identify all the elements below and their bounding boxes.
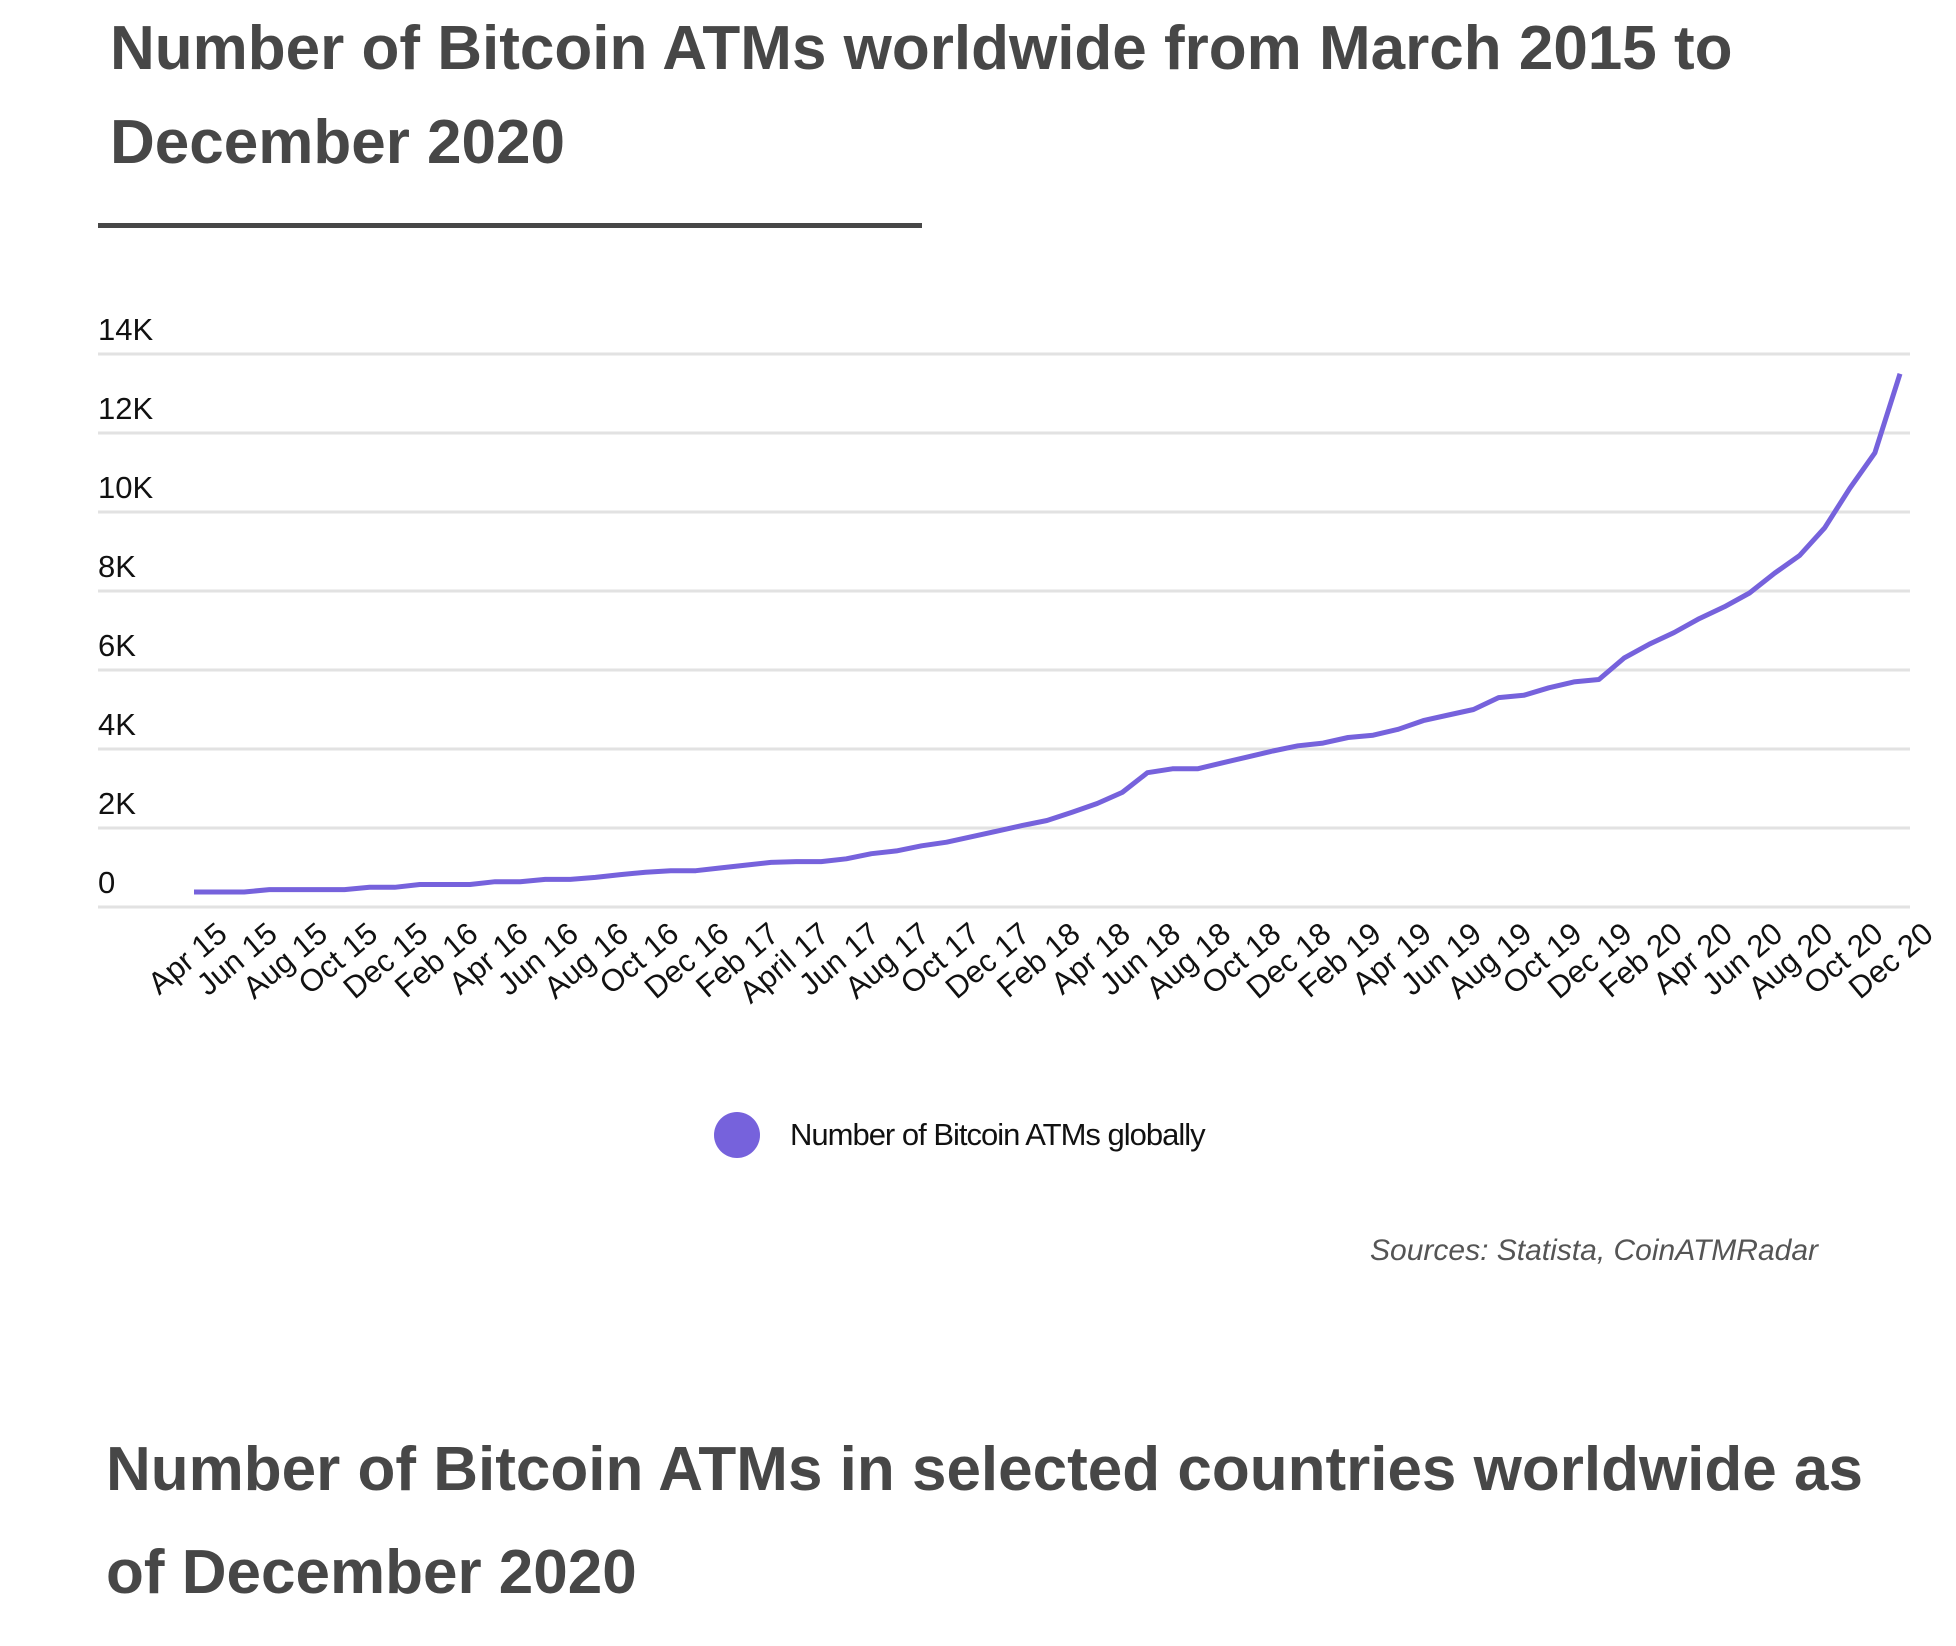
y-tick-label: 8K xyxy=(98,549,136,584)
y-tick-label: 4K xyxy=(98,707,136,742)
y-tick-label: 10K xyxy=(98,470,153,505)
legend[interactable]: Number of Bitcoin ATMs globally xyxy=(714,1112,1206,1158)
y-tick-label: 6K xyxy=(98,628,136,663)
y-tick-label: 0 xyxy=(98,865,115,900)
legend-label: Number of Bitcoin ATMs globally xyxy=(790,1117,1206,1152)
title-divider xyxy=(98,223,922,228)
y-tick-label: 2K xyxy=(98,786,136,821)
y-tick-label: 12K xyxy=(98,391,153,426)
chart-title: Number of Bitcoin ATMs worldwide from Ma… xyxy=(110,14,1733,177)
source-note: Sources: Statista, CoinATMRadar xyxy=(1370,1234,1818,1267)
series-line xyxy=(194,373,1903,895)
y-tick-label: 14K xyxy=(98,312,153,347)
next-section-title: Number of Bitcoin ATMs in selected count… xyxy=(106,1435,1863,1607)
legend-marker-icon xyxy=(714,1112,760,1158)
